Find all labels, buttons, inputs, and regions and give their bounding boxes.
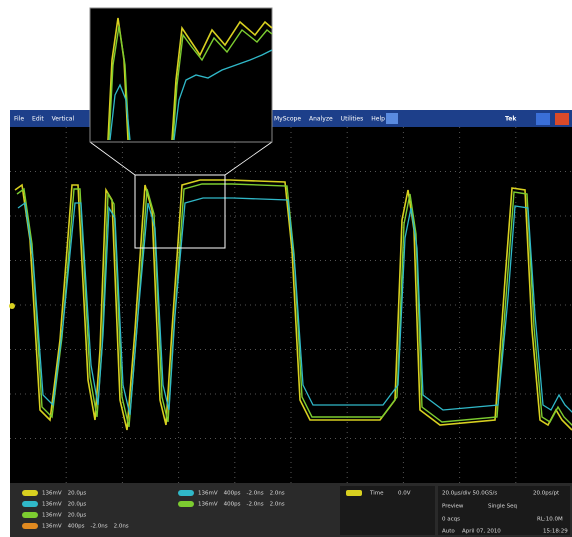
channel-badge	[22, 523, 38, 529]
minimize-button[interactable]	[536, 113, 550, 125]
trigger-label: Time	[369, 491, 384, 497]
menu-item[interactable]: File	[14, 116, 24, 123]
channel-field: 20.0µs	[68, 502, 87, 508]
status-acqs: 0 acqs	[442, 517, 460, 523]
channel-field: -2.0ns	[90, 524, 107, 530]
zoom-field: -2.0ns	[246, 502, 263, 508]
channel-field: 20.0µs	[68, 513, 87, 519]
status-resolution: 20.0ps/pt	[533, 491, 560, 497]
status-acquisition: Single Seq	[488, 504, 517, 510]
zoom-badge	[178, 501, 194, 507]
menu-item[interactable]: Help	[371, 116, 385, 123]
zoom-field: 400ps	[224, 502, 241, 508]
channel-badge	[22, 512, 38, 518]
status-trigger-mode: Auto	[442, 529, 455, 535]
channel-badge	[22, 490, 38, 496]
menu-item[interactable]: Analyze	[309, 116, 333, 123]
channel-field: 400ps	[68, 524, 85, 530]
zoom-field: 2.0ns	[270, 502, 285, 508]
brand: Tek	[505, 116, 517, 123]
channel-field: 136mV	[42, 513, 62, 519]
zoom-field: 2.0ns	[270, 491, 285, 497]
status-date: April 07, 2010	[462, 529, 501, 535]
trigger-badge	[346, 490, 362, 496]
page: {"menu": {"items": ["File", "Edit", "Ver…	[0, 0, 572, 537]
trigger-level: 0.0V	[398, 491, 411, 497]
status-record: RL:10.0M	[537, 517, 563, 523]
zoom-field: -2.0ns	[246, 491, 263, 497]
channel-field: 2.0ns	[114, 524, 129, 530]
status-time: 15:18:29	[543, 529, 568, 535]
channel-field: 136mV	[42, 502, 62, 508]
channel-field: 136mV	[42, 491, 62, 497]
zoom-field: 136mV	[198, 502, 218, 508]
menu-item[interactable]: MyScope	[274, 116, 301, 123]
zoom-badge	[178, 490, 194, 496]
menu-item[interactable]: Vertical	[52, 116, 75, 123]
zoom-field: 400ps	[224, 491, 241, 497]
menu-item[interactable]: Edit	[32, 116, 44, 123]
zoom-field: 136mV	[198, 491, 218, 497]
menu-button[interactable]	[386, 113, 398, 124]
close-button[interactable]	[555, 113, 569, 125]
ground-marker	[9, 303, 15, 309]
menu-item[interactable]: Utilities	[341, 116, 364, 123]
status-horizontal: 20.0µs/div 50.0GS/s	[442, 491, 497, 497]
channel-badge	[22, 501, 38, 507]
status-mode: Preview	[442, 504, 464, 510]
channel-field: 136mV	[42, 524, 62, 530]
channel-field: 20.0µs	[68, 491, 87, 497]
scope-window: File Edit Vertical MyScope Analyze Utilities H…	[0, 0, 572, 537]
